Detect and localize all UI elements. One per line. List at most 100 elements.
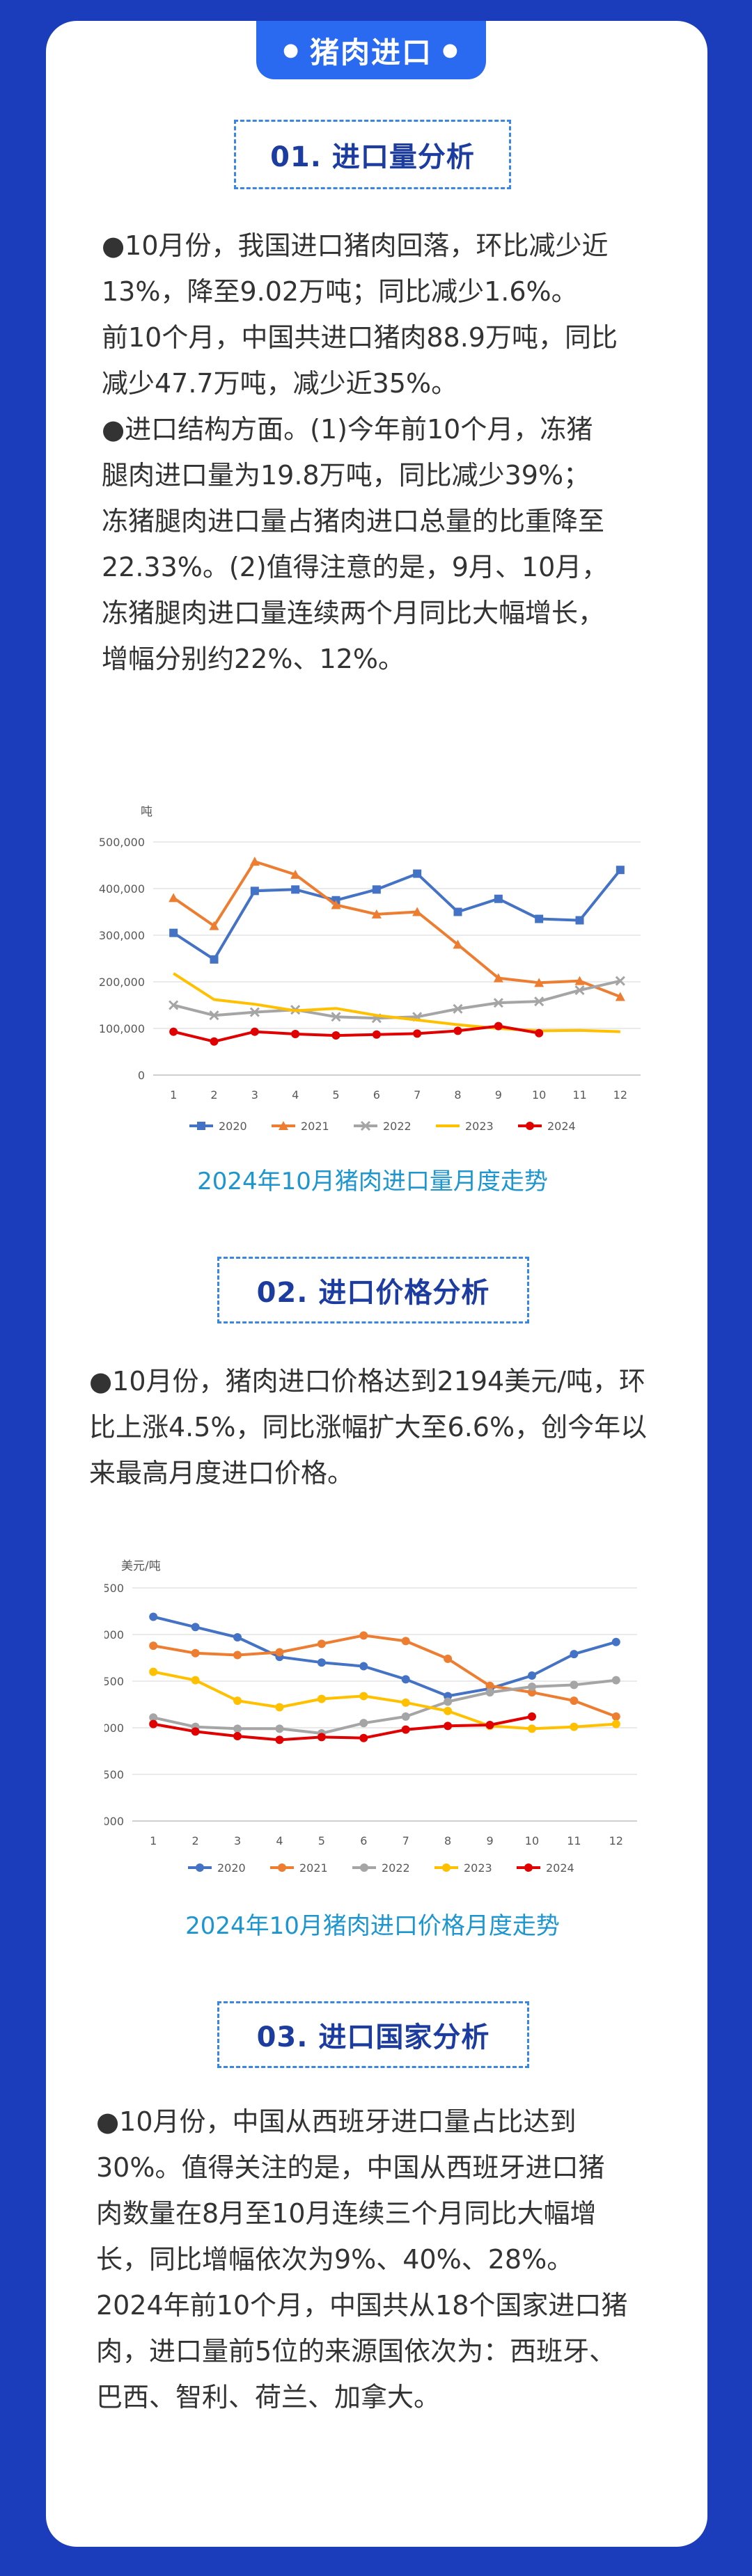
text-line: 30%。值得关注的是，中国从西班牙进口猪 [96, 2152, 605, 2183]
legend-marker-2020 [197, 1122, 205, 1130]
x-tick-label: 7 [402, 1834, 409, 1847]
text-line: ●进口结构方面。(1)今年前10个月，冻猪 [102, 414, 593, 445]
x-tick-label: 6 [360, 1834, 367, 1847]
text-line: 前10个月，中国共进口猪肉88.9万吨，同比 [102, 322, 618, 353]
x-tick-label: 12 [609, 1834, 623, 1847]
data-point-2024 [191, 1727, 200, 1736]
y-tick-label: 1000 [104, 1815, 124, 1828]
data-point-2022 [401, 1712, 410, 1721]
data-point-2021 [209, 921, 219, 930]
legend-marker-2021 [278, 1863, 286, 1872]
data-point-2021 [611, 1712, 620, 1721]
data-point-2021 [290, 869, 301, 879]
data-point-2020 [250, 887, 259, 896]
data-point-2024 [233, 1732, 242, 1741]
data-point-2023 [527, 1724, 536, 1733]
y-axis-unit-label: 吨 [141, 805, 152, 819]
header-title: 猪肉进口 [309, 35, 432, 70]
text-line: 增幅分别约22%、12%。 [102, 644, 405, 674]
legend-label-2022: 2022 [383, 1120, 412, 1133]
data-point-2024 [250, 1027, 259, 1036]
data-point-2022 [615, 976, 625, 986]
text-line: 比上涨4.5%，同比涨幅扩大至6.6%，创今年以 [89, 1412, 648, 1442]
legend-label-2023: 2023 [464, 1861, 492, 1875]
section-title-import-volume: 01. 进口量分析 [234, 120, 511, 189]
text-line: 减少47.7万吨，减少近35%。 [102, 368, 458, 399]
legend-label-2020: 2020 [217, 1861, 246, 1875]
text-line: 长，同比增幅依次为9%、40%、28%。 [96, 2244, 574, 2275]
data-point-2022 [209, 1010, 219, 1021]
bullet-dot-icon: ● [442, 40, 460, 61]
data-point-2021 [149, 1641, 158, 1651]
y-tick-label: 3000 [104, 1628, 124, 1641]
series-line-2020 [173, 868, 622, 961]
x-tick-label: 8 [444, 1834, 451, 1847]
data-point-2022 [169, 1000, 179, 1010]
data-point-2023 [275, 1703, 284, 1712]
x-tick-label: 2 [210, 1088, 217, 1102]
series-line-2022 [152, 1678, 617, 1735]
y-tick-label: 300,000 [99, 929, 145, 942]
data-point-2023 [359, 1692, 368, 1701]
data-point-2020 [453, 907, 462, 916]
data-point-2021 [534, 978, 545, 987]
data-point-2023 [149, 1667, 158, 1676]
legend-marker-2020 [196, 1863, 204, 1872]
series-line-2022 [173, 979, 621, 1020]
data-point-2024 [149, 1719, 158, 1728]
data-point-2024 [359, 1733, 368, 1742]
data-point-2022 [249, 1007, 260, 1017]
data-point-2021 [485, 1681, 494, 1690]
data-point-2021 [444, 1654, 453, 1663]
x-tick-label: 10 [532, 1088, 546, 1102]
data-point-2021 [275, 1648, 284, 1657]
data-point-2024 [317, 1733, 326, 1742]
data-point-2021 [412, 907, 423, 916]
text-line: 巴西、智利、荷兰、加拿大。 [96, 2382, 441, 2412]
legend-label-2022: 2022 [382, 1861, 410, 1875]
data-point-2024 [401, 1725, 410, 1734]
data-point-2021 [570, 1696, 579, 1706]
data-point-2020 [413, 869, 422, 878]
data-point-2023 [611, 1719, 620, 1728]
data-point-2020 [535, 914, 544, 923]
section-title-import-countries: 03. 进口国家分析 [217, 2001, 529, 2068]
data-point-2024 [485, 1720, 494, 1729]
data-point-2024 [291, 1030, 300, 1039]
data-point-2024 [275, 1735, 284, 1744]
text-line: 冻猪腿肉进口量占猪肉进口总量的比重降至 [102, 506, 605, 536]
y-tick-label: 500,000 [99, 836, 145, 849]
text-line: 13%，降至9.02万吨；同比减少1.6%。 [102, 276, 578, 307]
legend-label-2020: 2020 [219, 1120, 247, 1133]
legend-label-2024: 2024 [547, 1120, 576, 1133]
data-point-2021 [359, 1631, 368, 1640]
legend-marker-2022 [360, 1863, 368, 1872]
section-3-text: ●10月份，中国从西班牙进口量占比达到 30%。值得关注的是，中国从西班牙进口猪… [96, 2099, 681, 2420]
data-point-2022 [611, 1676, 620, 1685]
data-point-2024 [453, 1026, 462, 1035]
import-price-chart: 美元/吨100015002000250030003500123456789101… [104, 1559, 637, 1875]
x-tick-label: 12 [613, 1088, 627, 1102]
text-line: 2024年前10个月，中国共从18个国家进口猪 [96, 2290, 628, 2321]
series-line-2021 [173, 860, 621, 999]
data-point-2020 [575, 916, 584, 925]
data-point-2020 [210, 955, 219, 964]
data-point-2022 [331, 1012, 341, 1022]
legend-marker-2024 [526, 1122, 534, 1130]
data-point-2020 [169, 928, 178, 937]
y-tick-label: 2000 [104, 1722, 124, 1735]
legend-marker-2021 [279, 1121, 288, 1130]
text-line: 肉，进口量前5位的来源国依次为：西班牙、 [96, 2336, 616, 2367]
section-title-import-price: 02. 进口价格分析 [217, 1257, 529, 1323]
data-point-2024 [494, 1021, 503, 1031]
x-tick-label: 3 [234, 1834, 241, 1847]
y-tick-label: 400,000 [99, 882, 145, 896]
data-point-2024 [331, 1031, 340, 1040]
data-point-2021 [233, 1651, 242, 1660]
data-point-2022 [149, 1713, 158, 1722]
bullet-dot-icon: ● [283, 40, 300, 61]
y-tick-label: 200,000 [99, 976, 145, 989]
series-line-2020 [152, 1615, 617, 1698]
data-point-2021 [493, 973, 503, 983]
